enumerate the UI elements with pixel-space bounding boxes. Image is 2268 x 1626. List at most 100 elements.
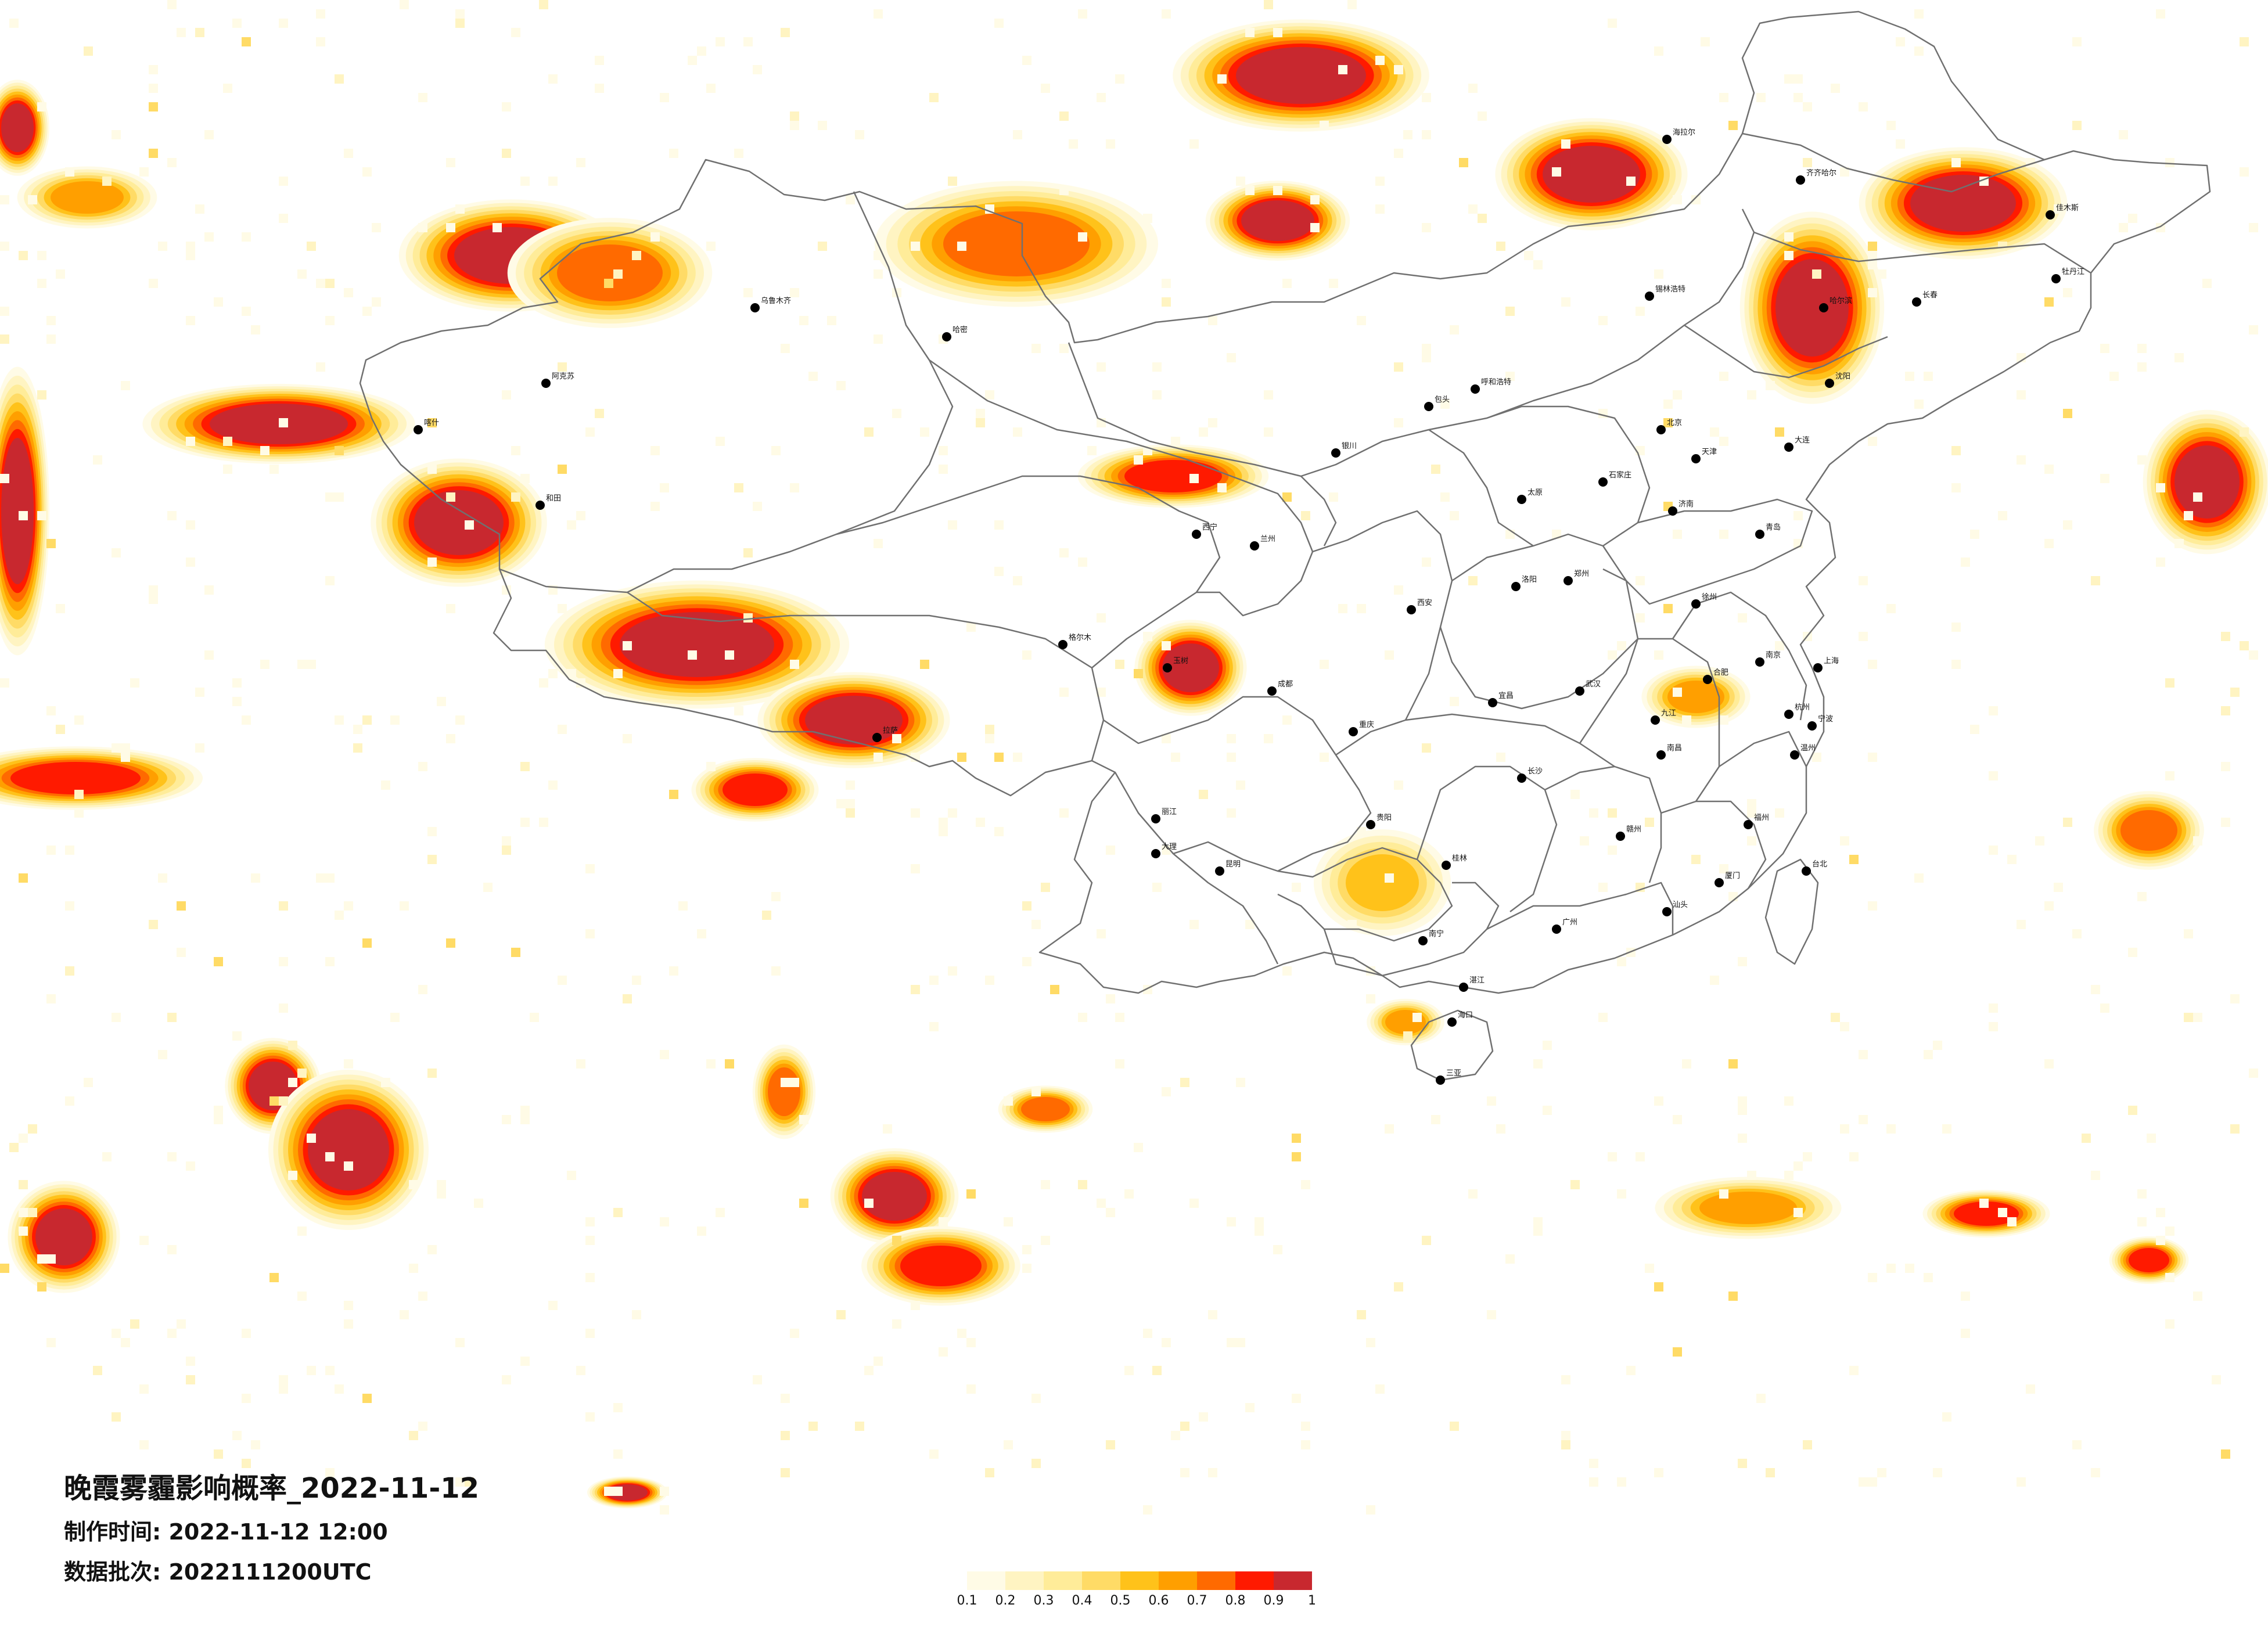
heat-cell [1282, 492, 1292, 502]
heat-cell [966, 1189, 976, 1199]
heat-cell [502, 836, 511, 846]
heat-cell [1357, 604, 1366, 613]
heat-cell [1264, 0, 1273, 9]
heat-cell [37, 1254, 46, 1264]
heat-cell [186, 1357, 195, 1366]
heat-cell [781, 344, 790, 353]
city-label: 喀什 [424, 418, 439, 427]
legend-tick-label: 0.1 [957, 1593, 977, 1608]
heat-cell [818, 121, 827, 130]
heat-cell [84, 46, 93, 56]
heat-cell [139, 1384, 149, 1394]
heat-cell [874, 269, 883, 279]
heat-cell [892, 734, 901, 743]
heat-cell [620, 612, 774, 677]
heat-cell [1189, 139, 1199, 149]
heat-cell [1914, 873, 1924, 883]
heat-cell [520, 818, 530, 827]
heat-cell [325, 1152, 335, 1161]
heat-cell [279, 1003, 288, 1013]
city-label: 乌鲁木齐 [761, 296, 791, 305]
heat-cell [1162, 297, 1171, 307]
heat-cell [335, 74, 344, 84]
heat-cell [1468, 576, 1478, 585]
heat-cell [723, 774, 788, 806]
heat-cell [1403, 1031, 1412, 1041]
heat-cell [1059, 344, 1069, 353]
heat-cell [502, 149, 511, 158]
heat-cell [167, 158, 177, 167]
heat-cell [1227, 1217, 1236, 1226]
city-dot [1366, 820, 1375, 829]
heat-cell [1691, 855, 1701, 864]
heat-cell [1301, 1440, 1310, 1449]
heat-cell [1942, 1412, 1951, 1422]
heat-cell [1654, 269, 1663, 279]
heat-cell [1859, 102, 1868, 111]
heat-cell [297, 660, 307, 669]
heat-cell [994, 567, 1004, 576]
heat-cell [307, 1134, 316, 1143]
heat-cell [1626, 177, 1636, 186]
heat-cell [1682, 1059, 1691, 1069]
heat-cell [279, 177, 288, 186]
heat-cell [2100, 1003, 2109, 1013]
heat-cell [520, 762, 530, 771]
heat-cell [1273, 186, 1282, 195]
heat-cell [1022, 1245, 1031, 1254]
city-label: 银川 [1342, 442, 1357, 451]
heat-cell [855, 130, 864, 139]
heat-cell [1747, 1171, 1756, 1180]
hainan-outline [1410, 1009, 1494, 1081]
heat-cell [1422, 743, 1431, 753]
heat-cell [1524, 251, 1533, 260]
heat-cell [112, 743, 121, 753]
heat-cell [613, 1403, 623, 1412]
heat-cell [1292, 1134, 1301, 1143]
heat-cell [149, 279, 158, 288]
heat-cell [102, 1152, 112, 1161]
heat-cell [1097, 613, 1106, 623]
heat-cell [1199, 1412, 1208, 1422]
heat-cell [409, 1431, 418, 1440]
city-dot [1813, 663, 1823, 672]
heat-cell [167, 511, 177, 520]
heat-cell [446, 223, 455, 232]
heat-cell [1431, 465, 1440, 474]
city-dot [1563, 576, 1573, 585]
heat-cell [1292, 1394, 1301, 1403]
heat-cell [260, 660, 269, 669]
heat-cell [28, 1124, 37, 1134]
city-dot [1058, 640, 1067, 649]
city-label: 拉萨 [883, 726, 898, 735]
heat-cell [1914, 46, 1924, 56]
heat-cell [232, 697, 242, 706]
heat-cell [1385, 1124, 1394, 1134]
heat-cell [0, 474, 9, 483]
heat-cell [892, 1319, 901, 1329]
heat-cell [1346, 854, 1419, 911]
heat-cell [2165, 158, 2174, 167]
heat-cell [112, 1412, 121, 1422]
heat-cell [149, 84, 158, 93]
heat-cell [1106, 994, 1115, 1003]
heat-cell [790, 288, 799, 297]
heat-cell [1951, 660, 1961, 669]
city-label: 哈尔滨 [1830, 296, 1852, 305]
heat-cell [1954, 1201, 2019, 1226]
heat-cell [808, 372, 818, 381]
city-dot [1755, 530, 1764, 539]
heat-cell [1301, 1180, 1310, 1189]
city-dot [1151, 814, 1160, 823]
city-dot [1715, 878, 1724, 887]
heat-cell [1338, 65, 1347, 74]
heat-cell [446, 604, 455, 613]
border-hebei [1486, 405, 1651, 523]
heat-cell [1951, 483, 1961, 492]
heat-cell [1106, 1208, 1115, 1217]
heat-cell [697, 46, 706, 56]
city-dot [1744, 820, 1753, 829]
heat-cell [632, 251, 641, 260]
heat-cell [325, 576, 335, 585]
